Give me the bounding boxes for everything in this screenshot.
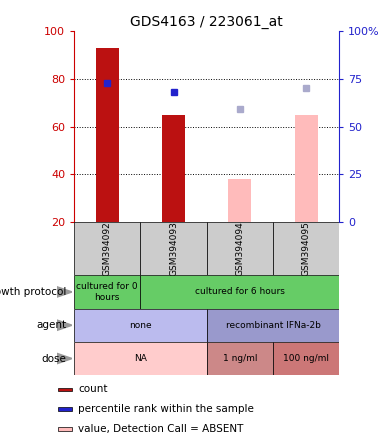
Bar (273, 342, 339, 375)
Text: 1 ng/ml: 1 ng/ml (223, 354, 257, 363)
Bar (96, 48, 119, 222)
Bar (207, 342, 273, 375)
Bar (58, 388, 72, 392)
Text: recombinant IFNa-2b: recombinant IFNa-2b (225, 321, 321, 330)
Text: 100 ng/ml: 100 ng/ml (283, 354, 329, 363)
Text: none: none (129, 321, 152, 330)
Text: cultured for 0
hours: cultured for 0 hours (76, 282, 138, 301)
Text: dose: dose (41, 353, 66, 364)
Bar (74, 309, 207, 342)
Title: GDS4163 / 223061_at: GDS4163 / 223061_at (130, 15, 283, 29)
Text: percentile rank within the sample: percentile rank within the sample (78, 404, 254, 414)
Polygon shape (57, 353, 72, 364)
Bar (140, 222, 207, 275)
Text: agent: agent (36, 320, 66, 330)
Bar (273, 222, 339, 275)
Bar (162, 115, 185, 222)
Text: growth protocol: growth protocol (0, 287, 66, 297)
Text: cultured for 6 hours: cultured for 6 hours (195, 287, 285, 297)
Text: count: count (78, 385, 108, 395)
Bar (228, 179, 252, 222)
Bar (74, 342, 207, 375)
Polygon shape (57, 287, 72, 297)
Bar (74, 222, 140, 275)
Text: value, Detection Call = ABSENT: value, Detection Call = ABSENT (78, 424, 243, 434)
Bar (207, 309, 339, 342)
Text: GSM394092: GSM394092 (103, 221, 112, 276)
Polygon shape (57, 320, 72, 330)
Bar (140, 275, 339, 309)
Text: GSM394093: GSM394093 (169, 221, 178, 276)
Text: GSM394094: GSM394094 (235, 221, 245, 276)
Bar (207, 222, 273, 275)
Text: NA: NA (134, 354, 147, 363)
Bar (58, 427, 72, 431)
Bar (74, 275, 140, 309)
Text: GSM394095: GSM394095 (301, 221, 311, 276)
Bar (58, 407, 72, 411)
Bar (294, 115, 318, 222)
